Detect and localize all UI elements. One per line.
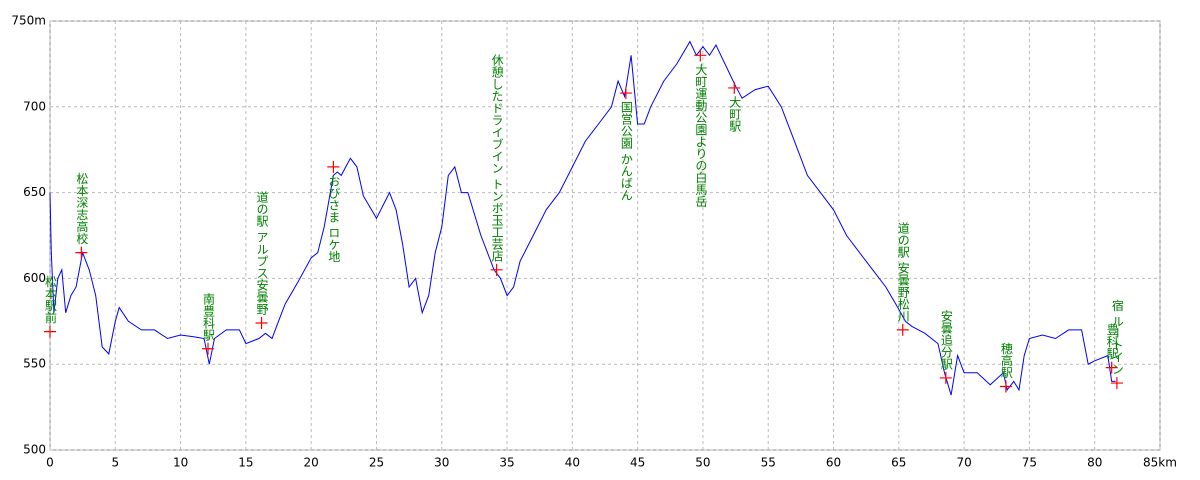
waypoint-label: 松本駅前 xyxy=(44,275,58,323)
waypoint-marker xyxy=(202,342,215,355)
waypoint-label: 休憩したドライブイン トンボ玉工芸店 xyxy=(490,54,504,262)
y-tick-label: 650 xyxy=(23,185,46,199)
waypoint-marker xyxy=(1105,361,1118,374)
x-tick-label: 5 xyxy=(111,456,119,470)
x-tick-label: 25 xyxy=(369,456,384,470)
x-tick-label: 60 xyxy=(826,456,841,470)
waypoint-marker xyxy=(619,87,632,100)
y-tick-label: 700 xyxy=(23,99,46,113)
x-tick-label: 70 xyxy=(956,456,971,470)
waypoint-marker xyxy=(999,380,1012,393)
plot-frame xyxy=(49,20,1161,451)
x-tick-label: 50 xyxy=(695,456,710,470)
waypoint-label: 大町駅 xyxy=(728,95,742,132)
x-tick-label: 30 xyxy=(434,456,449,470)
waypoint-label: 穂高駅 xyxy=(999,342,1013,379)
y-tick-label: 550 xyxy=(23,357,46,371)
waypoint-marker xyxy=(44,325,56,338)
waypoint-label: 安曇追分駅 xyxy=(939,308,953,370)
waypoint-label: 道の駅 安曇野松川 xyxy=(896,222,910,322)
x-tick-label: 0 xyxy=(46,456,54,470)
x-tick-label: 10 xyxy=(173,456,188,470)
waypoint-label: おびさま ロケ地 xyxy=(327,174,341,262)
waypoint-label: 松本深志高校 xyxy=(75,172,89,244)
waypoint-marker xyxy=(1110,377,1123,390)
waypoint-label: 大町運動公園よりの白馬岳 xyxy=(694,63,708,207)
y-tick-label: 600 xyxy=(23,271,46,285)
waypoint-label: 国営公園 かんばん xyxy=(619,101,633,201)
x-tick-label: 65 xyxy=(891,456,906,470)
waypoint-label: 南豊科駅 xyxy=(202,291,216,341)
waypoint-marker xyxy=(939,371,952,384)
waypoint-label: 道の駅 アルプス安曇野 xyxy=(255,191,269,315)
x-tick-label: 15 xyxy=(238,456,253,470)
x-tick-label: 80 xyxy=(1087,456,1102,470)
waypoint-label: 宿 ルートイン xyxy=(1110,298,1124,375)
x-tick-label: 85km xyxy=(1143,456,1177,470)
y-tick-label: 500 xyxy=(23,443,46,457)
waypoint-marker xyxy=(75,246,88,259)
waypoint-label: 豊科駅 xyxy=(1105,323,1119,360)
x-tick-label: 45 xyxy=(630,456,645,470)
waypoint-marker xyxy=(255,317,268,330)
waypoint-marker xyxy=(728,81,741,94)
waypoint-marker xyxy=(694,49,707,62)
waypoint-marker xyxy=(490,263,503,276)
y-tick-label: 750m xyxy=(11,14,46,28)
x-tick-label: 55 xyxy=(761,456,776,470)
waypoint-marker xyxy=(896,323,909,336)
elevation-line xyxy=(49,40,1116,396)
waypoint-marker xyxy=(327,160,340,173)
x-tick-label: 35 xyxy=(499,456,514,470)
x-tick-label: 40 xyxy=(565,456,580,470)
x-tick-label: 20 xyxy=(304,456,319,470)
x-tick-label: 75 xyxy=(1022,456,1037,470)
